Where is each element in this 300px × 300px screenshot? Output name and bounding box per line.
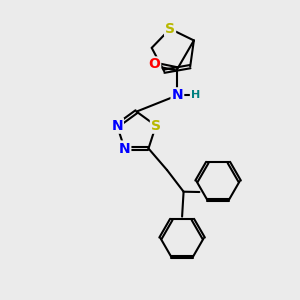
Text: N: N — [172, 88, 183, 102]
Text: O: O — [148, 57, 160, 71]
Text: S: S — [151, 119, 161, 133]
Text: H: H — [191, 90, 200, 100]
Text: N: N — [111, 119, 123, 133]
Text: S: S — [165, 22, 175, 36]
Text: N: N — [119, 142, 130, 155]
